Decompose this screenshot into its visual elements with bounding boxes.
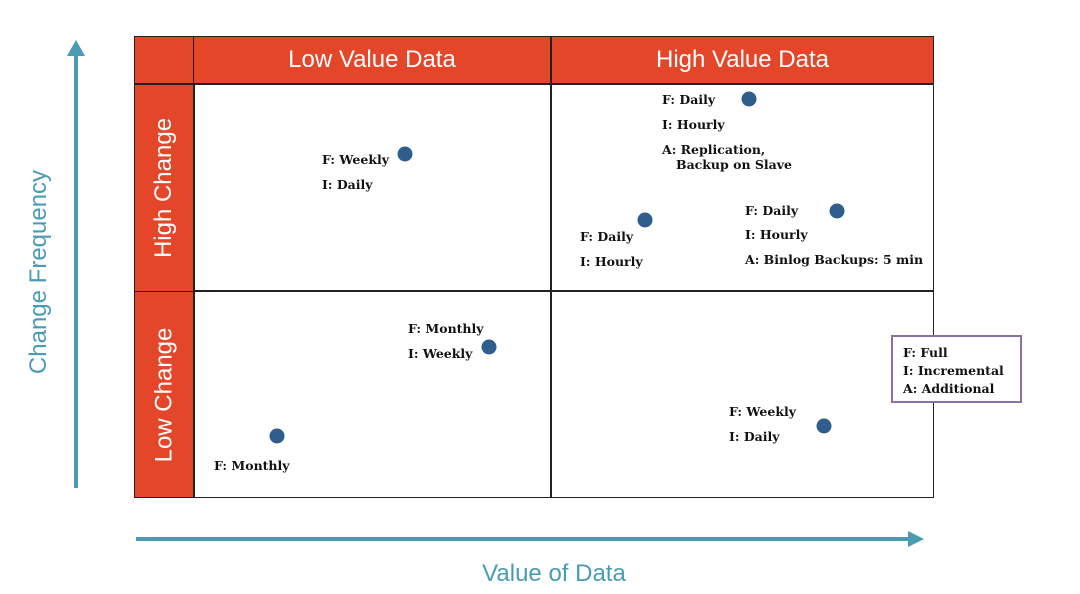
label-lv-lc-a-full: F: Monthly	[408, 321, 484, 336]
point-hv-hc-right	[829, 203, 845, 219]
label-lv-hc-full: F: Weekly	[322, 152, 389, 167]
column-header-high-value-text: High Value Data	[656, 46, 829, 73]
point-lv-lc-b	[269, 428, 285, 444]
label-hv-hc-right-full: F: Daily	[745, 203, 799, 218]
label-lv-hc-incr: I: Daily	[322, 177, 373, 192]
row-header-high-change: High Change	[135, 83, 193, 291]
y-axis-line	[74, 52, 78, 488]
header-corner	[135, 37, 193, 83]
column-header-low-value-text: Low Value Data	[288, 46, 456, 73]
x-axis-line	[136, 537, 910, 541]
row-header-low-change: Low Change	[135, 291, 193, 497]
label-hv-hc-top-incr: I: Hourly	[662, 117, 725, 132]
y-axis-arrowhead	[67, 40, 85, 56]
point-hv-hc-left	[637, 212, 653, 228]
column-header-high-value: High Value Data	[551, 37, 933, 83]
legend-full: F: Full	[903, 345, 948, 360]
column-header-low-value: Low Value Data	[193, 37, 550, 83]
legend-box: F: Full I: Incremental A: Additional	[891, 335, 1022, 403]
legend-incremental: I: Incremental	[903, 363, 1004, 378]
label-hv-hc-left-incr: I: Hourly	[580, 254, 643, 269]
label-hv-hc-top-full: F: Daily	[662, 92, 716, 107]
label-hv-hc-right-incr: I: Hourly	[745, 227, 808, 242]
label-hv-hc-top-add2: Backup on Slave	[676, 157, 792, 172]
legend-additional: A: Additional	[903, 381, 995, 396]
grid-divider-v2	[550, 37, 552, 497]
x-axis-arrowhead	[908, 531, 924, 547]
label-hv-hc-right-add: A: Binlog Backups: 5 min	[745, 252, 924, 267]
row-header-low-change-text: Low Change	[150, 327, 178, 462]
point-hv-lc	[816, 418, 832, 434]
row-header-high-change-text: High Change	[150, 117, 178, 258]
grid-divider-h1	[135, 83, 933, 85]
label-lv-lc-b-full: F: Monthly	[214, 458, 290, 473]
label-hv-lc-full: F: Weekly	[729, 404, 796, 419]
label-lv-lc-a-incr: I: Weekly	[408, 346, 473, 361]
y-axis-label: Change Frequency	[25, 169, 52, 375]
x-axis-label: Value of Data	[482, 560, 626, 587]
grid-divider-h2	[193, 290, 933, 292]
label-hv-hc-left-full: F: Daily	[580, 229, 634, 244]
label-hv-lc-incr: I: Daily	[729, 429, 780, 444]
quadrant-grid	[134, 36, 934, 498]
label-hv-hc-top-add: A: Replication,	[662, 142, 766, 157]
point-lv-lc-a	[481, 339, 497, 355]
point-lv-hc	[397, 146, 413, 162]
point-hv-hc-top	[741, 91, 757, 107]
